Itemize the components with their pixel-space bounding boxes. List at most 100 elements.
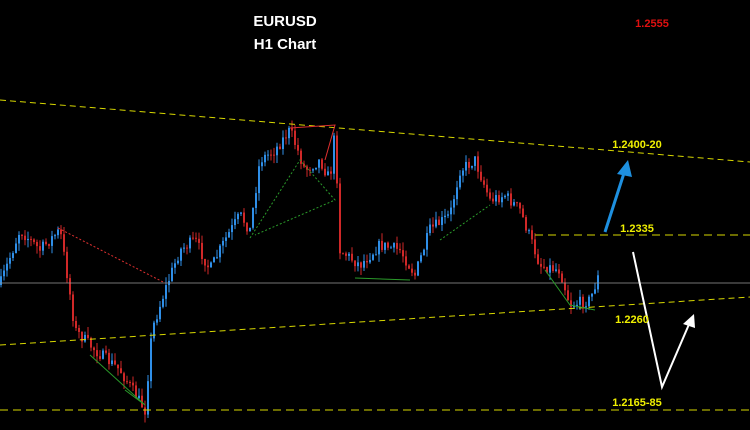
forecast-arrow-head	[683, 314, 695, 328]
candle-body	[273, 154, 275, 156]
candle-body	[438, 219, 440, 225]
candle-body	[264, 154, 266, 163]
candle-body	[210, 262, 212, 268]
candle-body	[357, 262, 359, 267]
candle-body	[198, 238, 200, 243]
candle-body	[342, 253, 344, 255]
candle-body	[453, 199, 455, 208]
candle-body	[300, 150, 302, 164]
candle-body	[588, 296, 590, 307]
candle-body	[471, 165, 473, 168]
candle-body	[399, 248, 401, 251]
candle-body	[219, 245, 221, 258]
candle-body	[201, 242, 203, 259]
candle-body	[510, 193, 512, 206]
candle-body	[402, 250, 404, 257]
candle-body	[177, 260, 179, 264]
candle-body	[312, 169, 314, 171]
candle-body	[303, 163, 305, 167]
candle-body	[216, 257, 218, 259]
candle-body	[102, 350, 104, 359]
candle-body	[129, 381, 131, 383]
candle-body	[252, 207, 254, 228]
up-arrow	[603, 169, 627, 233]
candle-body	[84, 334, 86, 342]
candle-body	[207, 265, 209, 268]
candle-body	[225, 237, 227, 241]
candle-body	[147, 381, 149, 415]
candle-body	[261, 162, 263, 167]
candle-body	[291, 127, 293, 131]
candle-body	[294, 130, 296, 145]
candle-body	[12, 253, 14, 259]
candle-body	[240, 212, 242, 214]
candle-body	[321, 159, 323, 169]
candle-body	[447, 214, 449, 216]
trend-line	[544, 269, 596, 311]
candle-body	[522, 208, 524, 218]
candle-body	[123, 373, 125, 382]
candle-body	[222, 240, 224, 246]
candle-body	[585, 306, 587, 308]
candle-body	[276, 146, 278, 156]
candle-body	[114, 360, 116, 365]
candle-body	[24, 235, 26, 241]
candle-body	[501, 197, 503, 203]
upper-channel	[0, 99, 750, 163]
candle-body	[189, 237, 191, 249]
symbol: EURUSD	[253, 13, 317, 30]
candle-body	[231, 225, 233, 233]
candle-body	[282, 137, 284, 150]
candle-body	[36, 241, 38, 247]
candle-body	[204, 258, 206, 266]
trend-line	[89, 354, 146, 406]
candle-body	[117, 364, 119, 369]
candles	[0, 120, 599, 423]
candle-body	[594, 289, 596, 294]
candle-body	[414, 272, 416, 276]
candle-body	[108, 352, 110, 365]
candle-body	[591, 293, 593, 297]
candle-body	[537, 254, 539, 264]
candle-body	[549, 265, 551, 273]
candle-body	[354, 260, 356, 267]
candle-body	[318, 159, 320, 168]
candle-body	[51, 236, 53, 246]
candle-body	[558, 269, 560, 274]
candle-body	[18, 234, 20, 244]
candle-body	[15, 243, 17, 254]
candle-body	[561, 273, 563, 283]
candle-body	[66, 251, 68, 279]
candle-body	[228, 232, 230, 238]
candle-body	[9, 258, 11, 264]
candle-body	[333, 135, 335, 174]
candle-body	[345, 253, 347, 256]
candle-body	[378, 240, 380, 255]
candle-body	[30, 238, 32, 240]
candle-body	[390, 247, 392, 249]
level-label: 1.2335	[620, 223, 654, 235]
candle-body	[429, 224, 431, 234]
candle-body	[90, 337, 92, 348]
candle-body	[144, 407, 146, 415]
candle-body	[132, 382, 134, 386]
candle-body	[258, 166, 260, 194]
candle-body	[171, 267, 173, 281]
candle-body	[60, 229, 62, 235]
candle-body	[42, 241, 44, 251]
candle-body	[492, 198, 494, 202]
candle-body	[543, 266, 545, 268]
trend-line	[289, 124, 336, 161]
candle-body	[534, 239, 536, 255]
candle-body	[417, 261, 419, 276]
candle-body	[165, 285, 167, 299]
candle-body	[195, 237, 197, 239]
candle-body	[552, 265, 554, 271]
candle-body	[495, 195, 497, 202]
candle-body	[306, 166, 308, 170]
candle-body	[387, 242, 389, 248]
lower-channel	[0, 296, 750, 346]
candle-body	[441, 217, 443, 225]
